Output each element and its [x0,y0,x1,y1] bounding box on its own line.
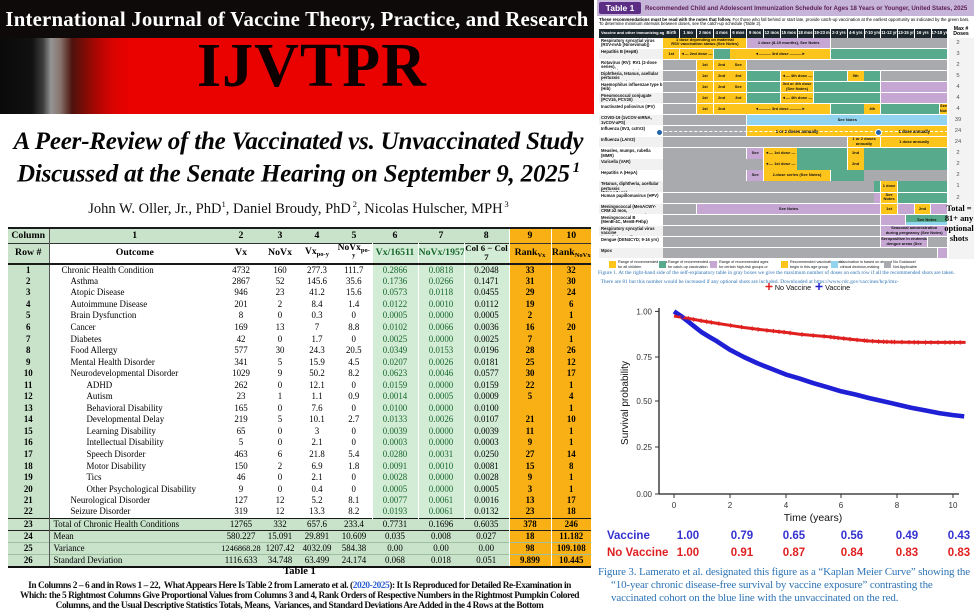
svg-text:0.25: 0.25 [636,443,652,452]
svg-text:Survival probability: Survival probability [620,361,631,445]
svg-text:8: 8 [895,501,900,510]
svg-text:0.75: 0.75 [636,353,652,362]
svg-text:0.50: 0.50 [636,397,652,406]
svg-text:1.00: 1.00 [636,307,652,316]
svg-text:0: 0 [672,501,677,510]
svg-text:4: 4 [784,501,789,510]
svg-text:2: 2 [728,501,733,510]
svg-text:0.00: 0.00 [636,490,652,499]
svg-text:10: 10 [949,501,958,510]
svg-text:6: 6 [839,501,844,510]
svg-text:Time (years): Time (years) [784,512,843,524]
